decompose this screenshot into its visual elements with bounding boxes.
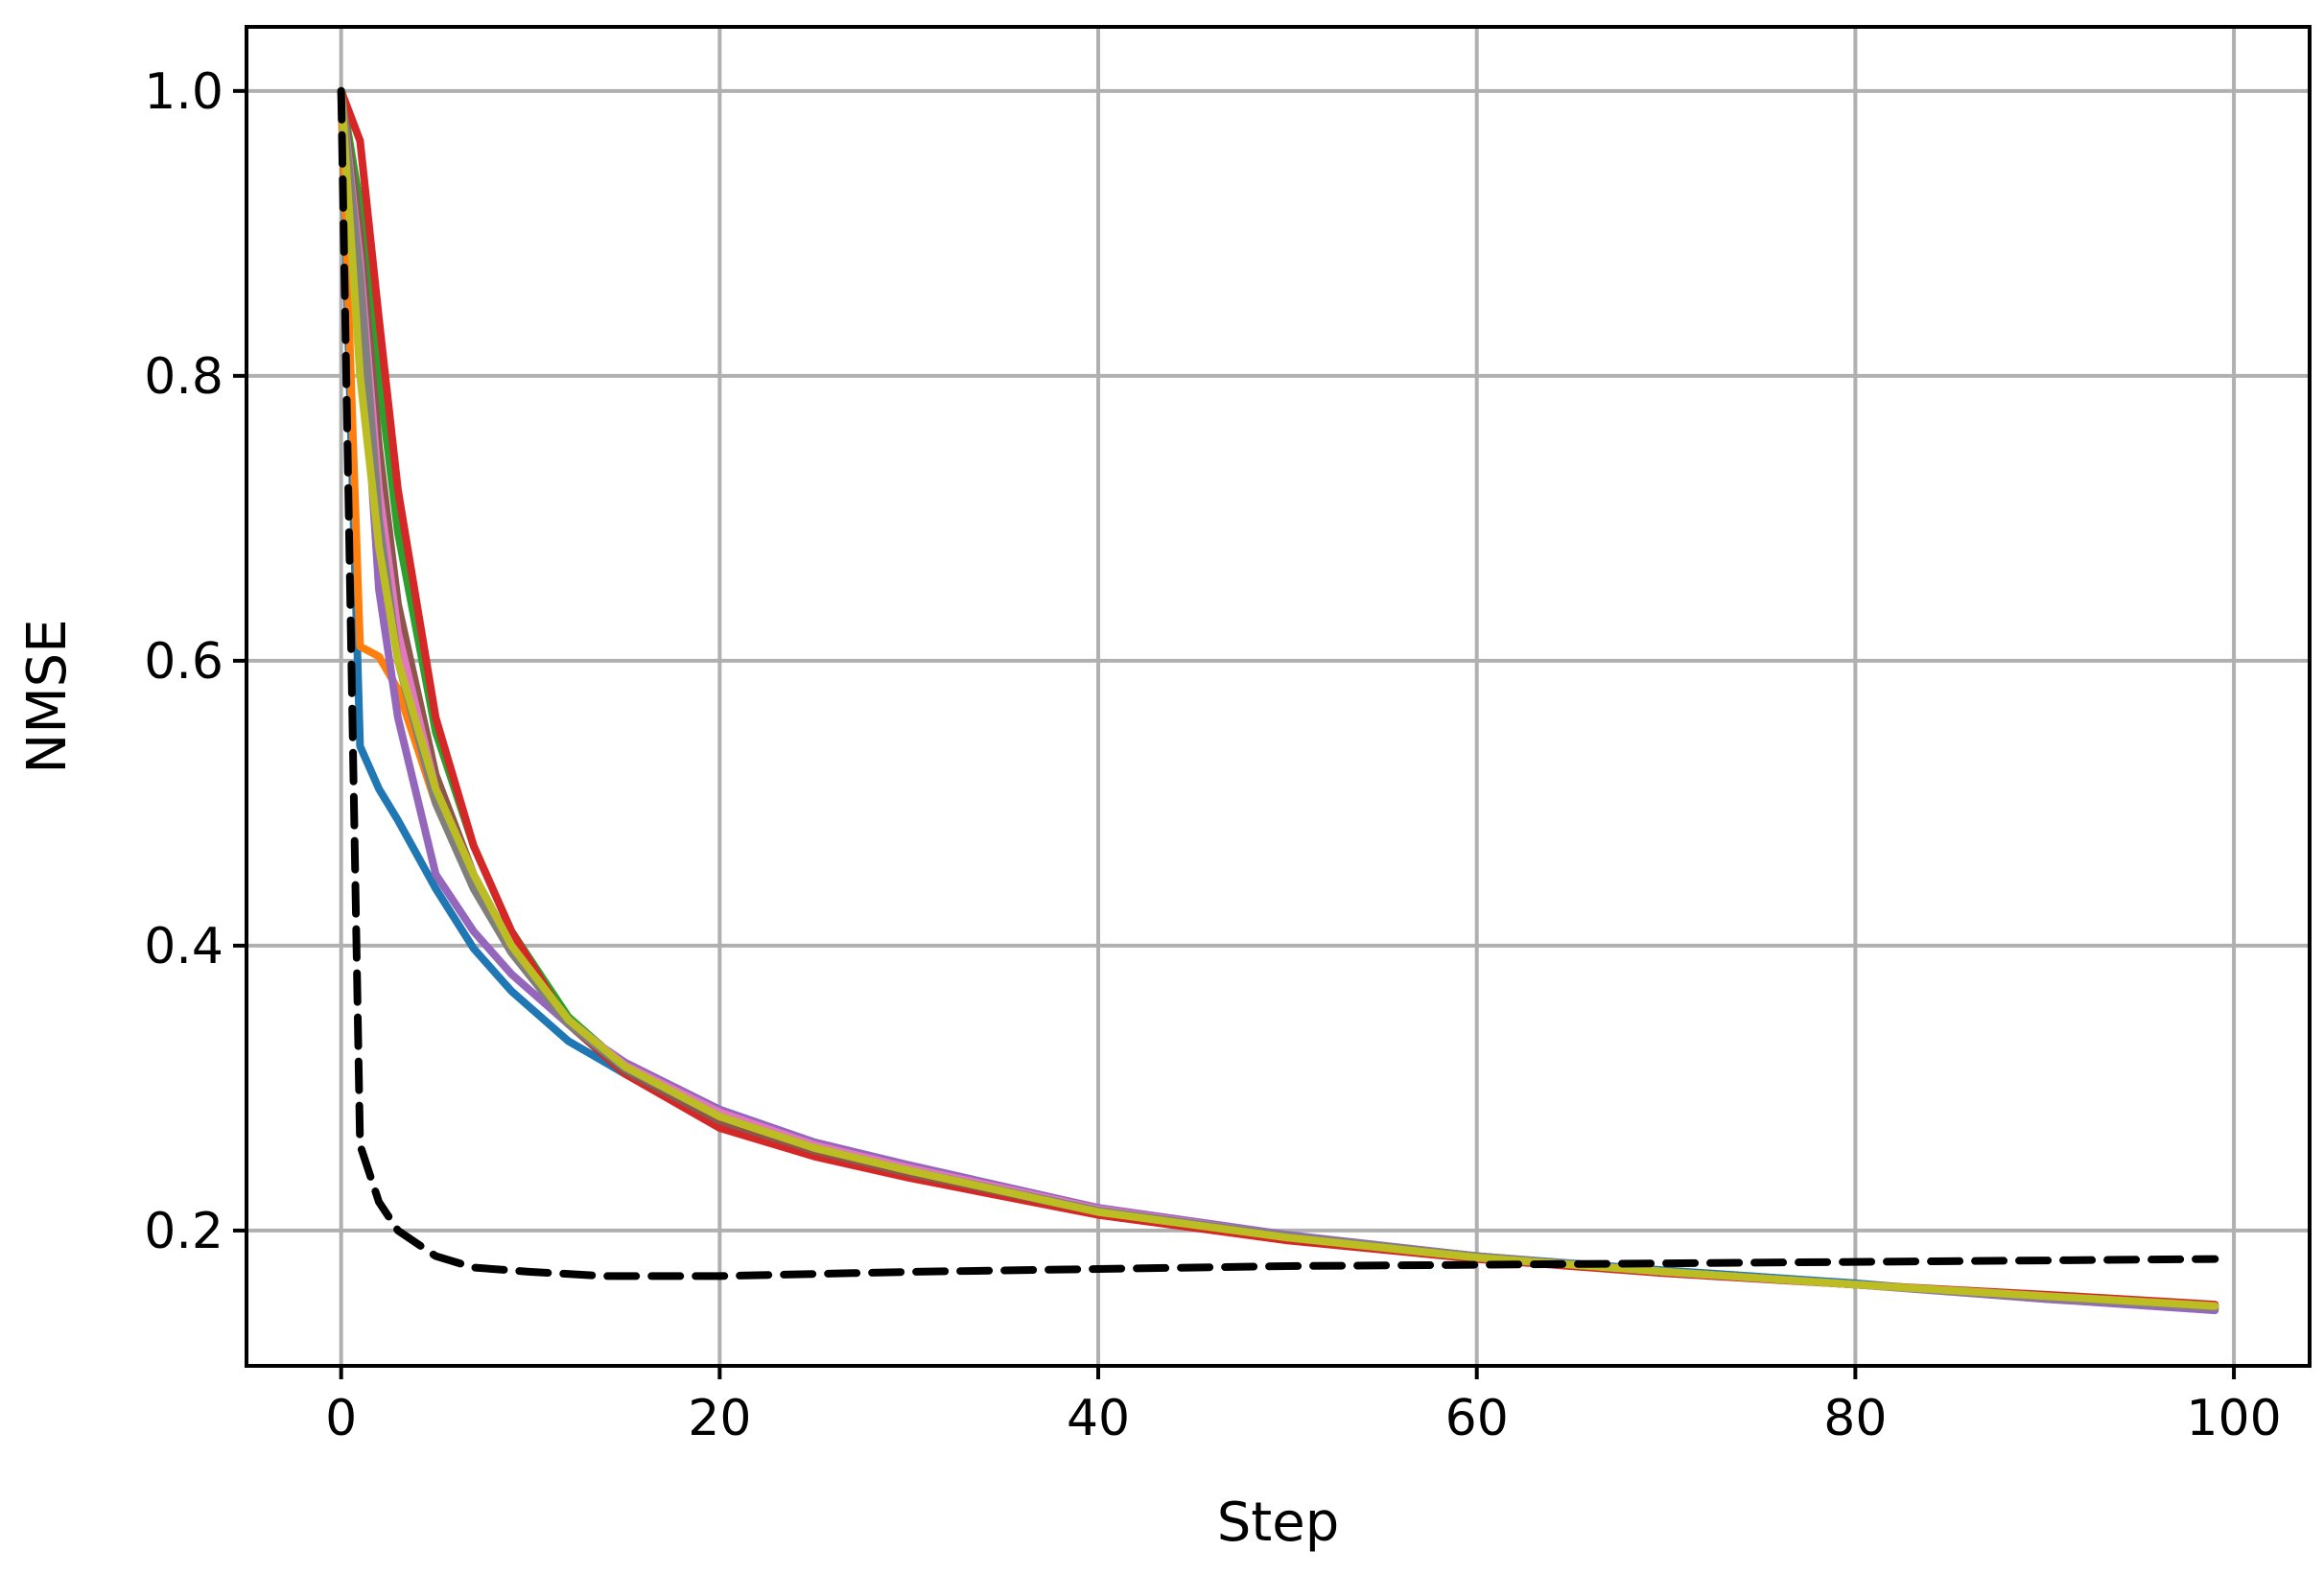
grid bbox=[246, 27, 2310, 1366]
series-line-4 bbox=[337, 86, 2219, 1309]
y-axis-ticks: 0.2 0.4 0.6 0.8 1.0 bbox=[144, 63, 246, 1260]
x-tick-label: 40 bbox=[1067, 1390, 1130, 1447]
series-line-3 bbox=[337, 86, 2219, 1310]
y-tick-label: 1.0 bbox=[144, 63, 223, 121]
x-axis-ticks: 0 20 40 60 80 100 bbox=[325, 1366, 2282, 1447]
y-tick-label: 0.4 bbox=[144, 918, 223, 975]
x-tick-label: 80 bbox=[1823, 1390, 1887, 1447]
x-tick-label: 100 bbox=[2186, 1390, 2281, 1447]
series-line-9 bbox=[337, 86, 2219, 1310]
series-line-10 bbox=[337, 86, 2219, 1280]
plot-frame bbox=[245, 25, 2312, 1368]
series-group bbox=[337, 86, 2219, 1315]
x-tick-label: 60 bbox=[1445, 1390, 1509, 1447]
series-line-7 bbox=[337, 86, 2219, 1312]
series-line-2 bbox=[337, 86, 2219, 1312]
series-line-8 bbox=[337, 86, 2219, 1312]
y-tick-label: 0.8 bbox=[144, 348, 223, 406]
y-tick-label: 0.2 bbox=[144, 1203, 223, 1260]
series-line-5 bbox=[337, 86, 2219, 1315]
series-line-6 bbox=[337, 86, 2219, 1310]
y-axis-label: NMSE bbox=[16, 619, 79, 773]
x-tick-label: 20 bbox=[688, 1390, 751, 1447]
y-tick-label: 0.6 bbox=[144, 633, 223, 691]
x-tick-label: 0 bbox=[325, 1390, 357, 1447]
x-axis-label: Step bbox=[1217, 1492, 1340, 1554]
series-line-1 bbox=[337, 86, 2219, 1313]
